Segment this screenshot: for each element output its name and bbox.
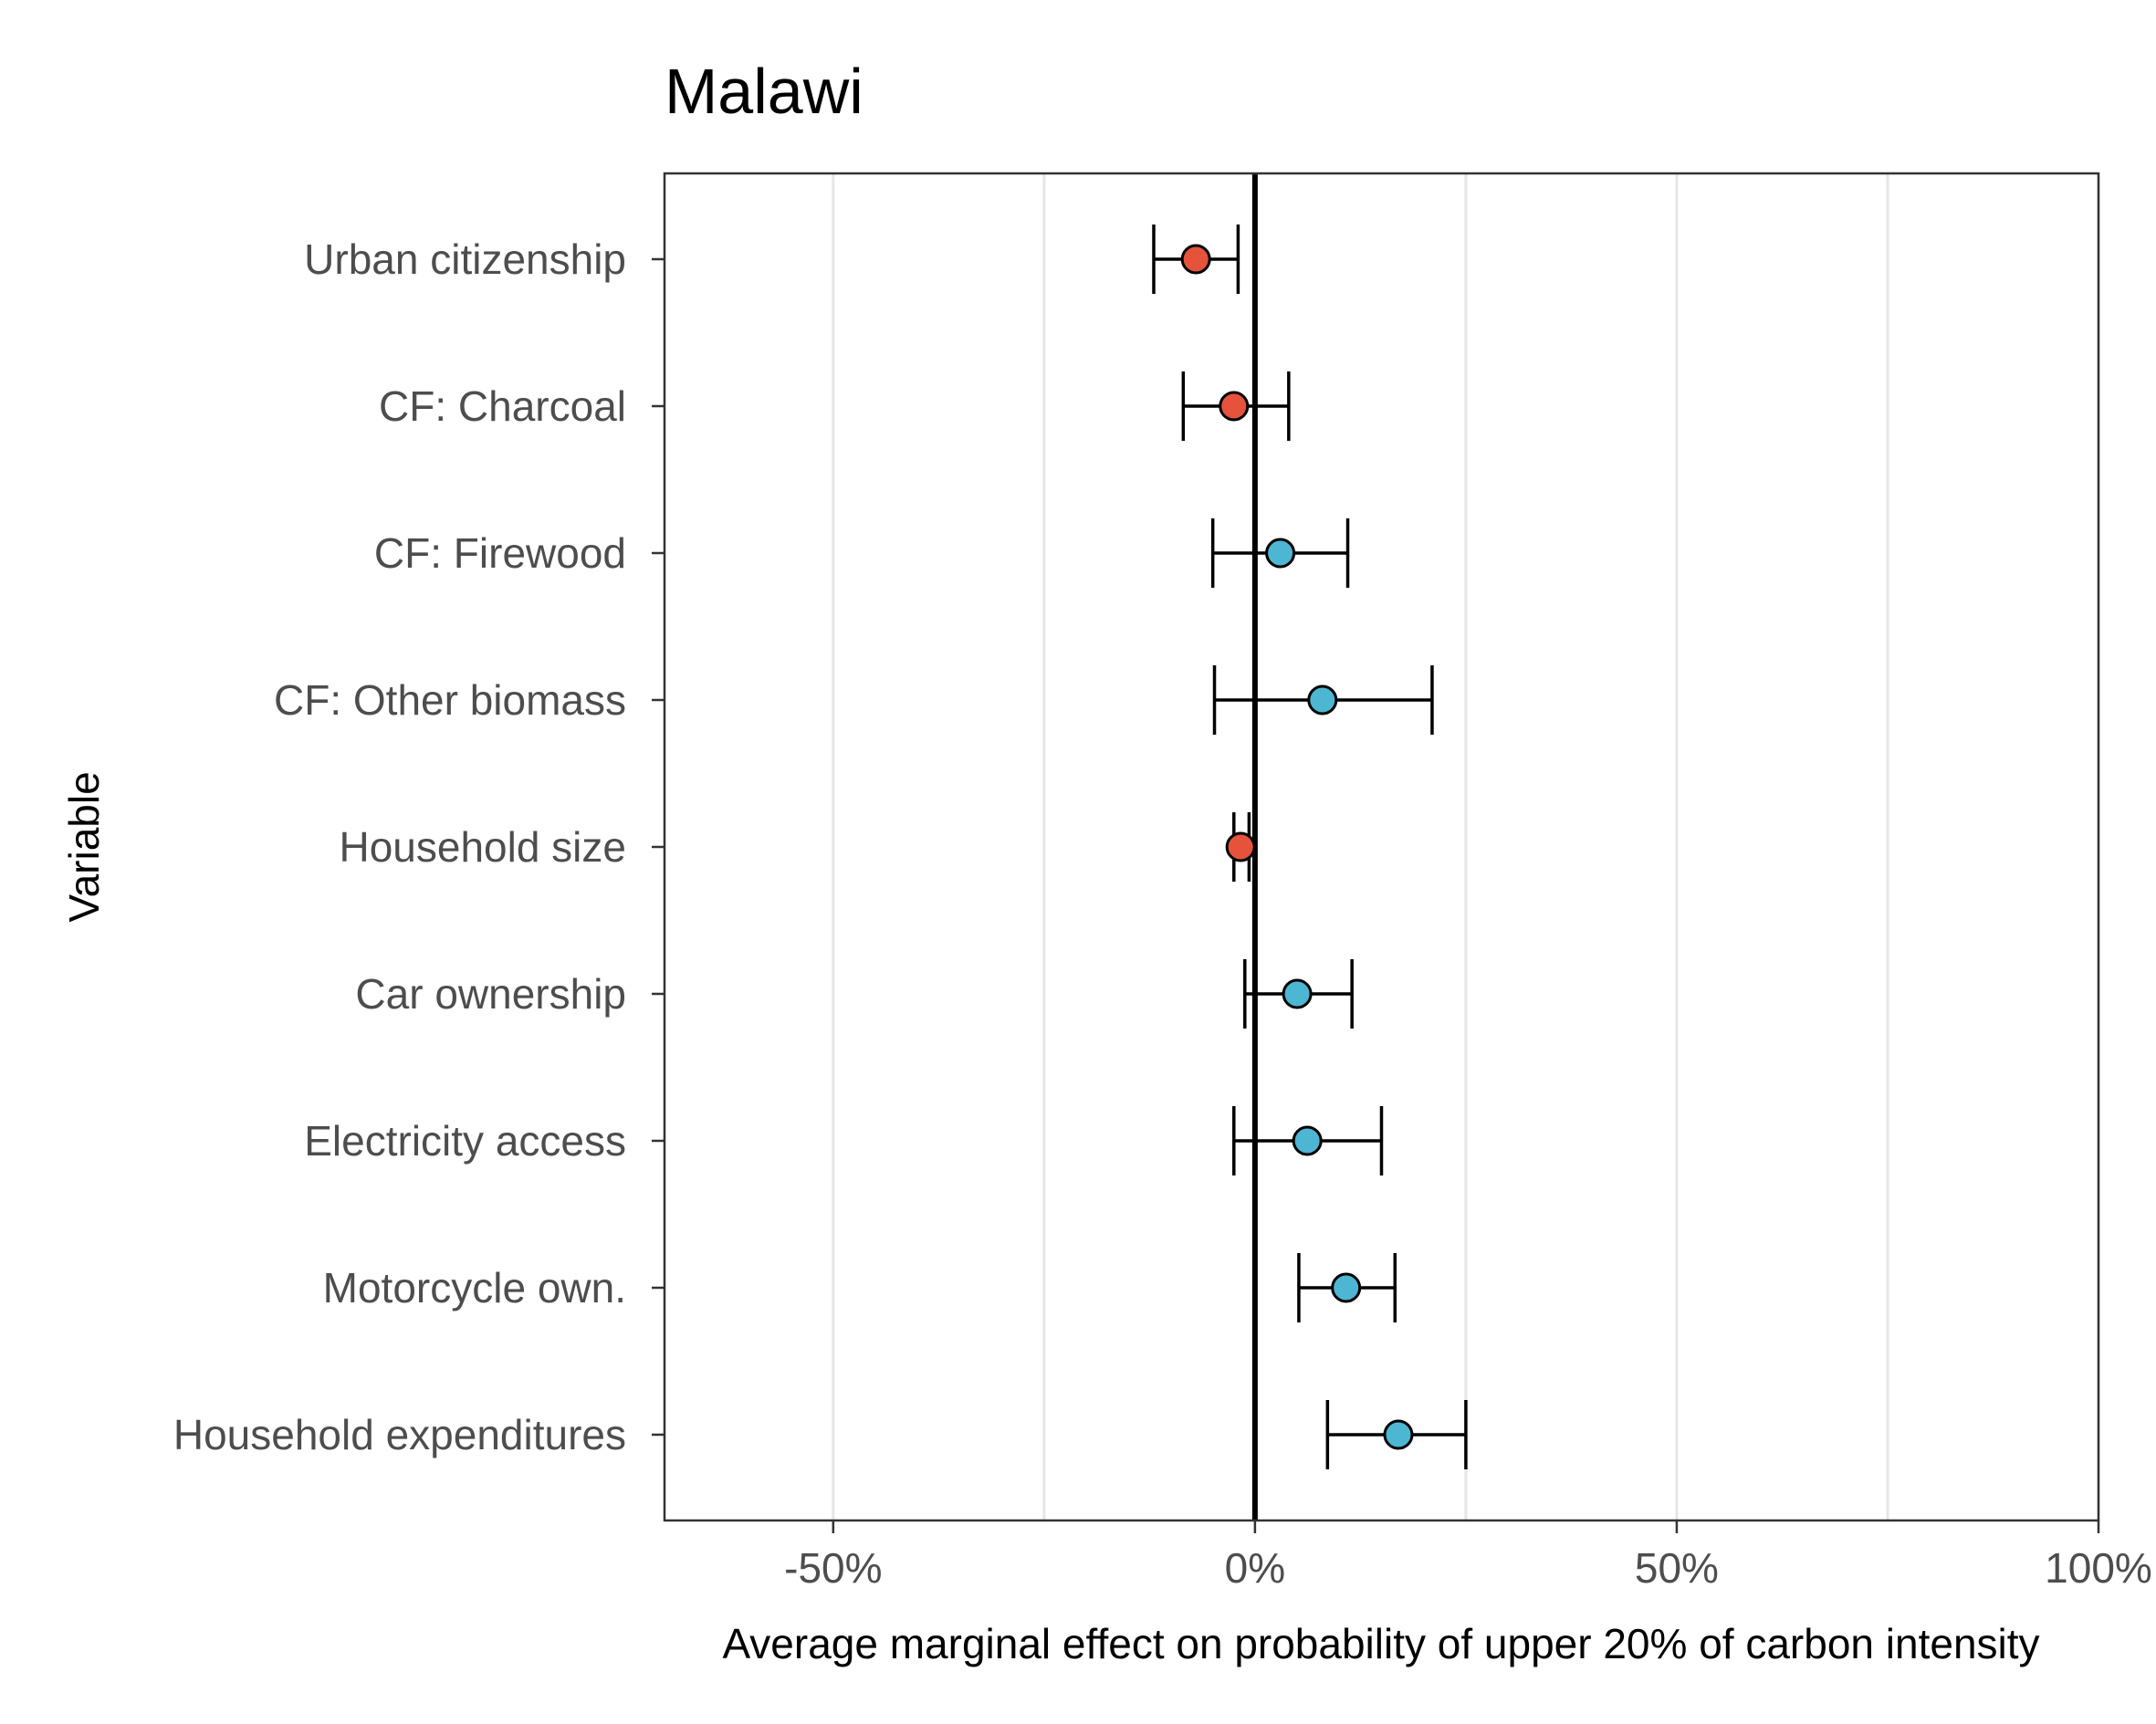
estimate-point (1331, 1272, 1362, 1303)
estimate-point (1225, 831, 1256, 862)
x-axis-label: Average marginal effect on probability o… (722, 1620, 2039, 1667)
y-tick-label: Car ownership (355, 970, 626, 1018)
data-point-group (1325, 1400, 1468, 1469)
y-tick-label: Motorcycle own. (323, 1264, 626, 1311)
data-point-group (1232, 1106, 1384, 1175)
y-axis-label: Variable (60, 771, 108, 922)
data-point-group (1210, 518, 1350, 588)
data-point-group (1152, 225, 1240, 294)
x-tick-label: 0% (1225, 1544, 1285, 1592)
x-axis-ticks: -50% 0% 50% 100% (784, 1520, 2152, 1592)
x-tick-label: -50% (784, 1544, 882, 1592)
data-point-group (1243, 959, 1354, 1029)
estimate-point (1383, 1419, 1414, 1450)
x-tick-label: 100% (2045, 1544, 2152, 1592)
y-tick-label: Household size (339, 823, 626, 871)
y-tick-label: CF: Firewood (374, 529, 626, 577)
estimate-point (1282, 978, 1313, 1009)
y-tick-label: CF: Charcoal (379, 382, 626, 430)
estimate-point (1265, 538, 1296, 569)
y-axis-ticks: Urban citizenship CF: Charcoal CF: Firewoo… (173, 235, 665, 1458)
chart-title: Malawi (665, 56, 863, 127)
data-point-group (1297, 1253, 1397, 1322)
estimate-point (1219, 391, 1250, 422)
y-tick-label: Household expenditures (173, 1411, 626, 1458)
estimate-point (1292, 1125, 1323, 1156)
data-point-group (1212, 665, 1434, 735)
x-tick-label: 50% (1635, 1544, 1719, 1592)
y-tick-label: Urban citizenship (304, 235, 626, 283)
y-tick-label: Electricity access (304, 1117, 626, 1165)
y-tick-label: CF: Other biomass (274, 676, 626, 724)
data-points (1152, 225, 1468, 1469)
data-point-group (1225, 812, 1256, 882)
estimate-point (1180, 244, 1211, 275)
estimate-point (1307, 684, 1338, 716)
data-point-group (1181, 371, 1291, 441)
